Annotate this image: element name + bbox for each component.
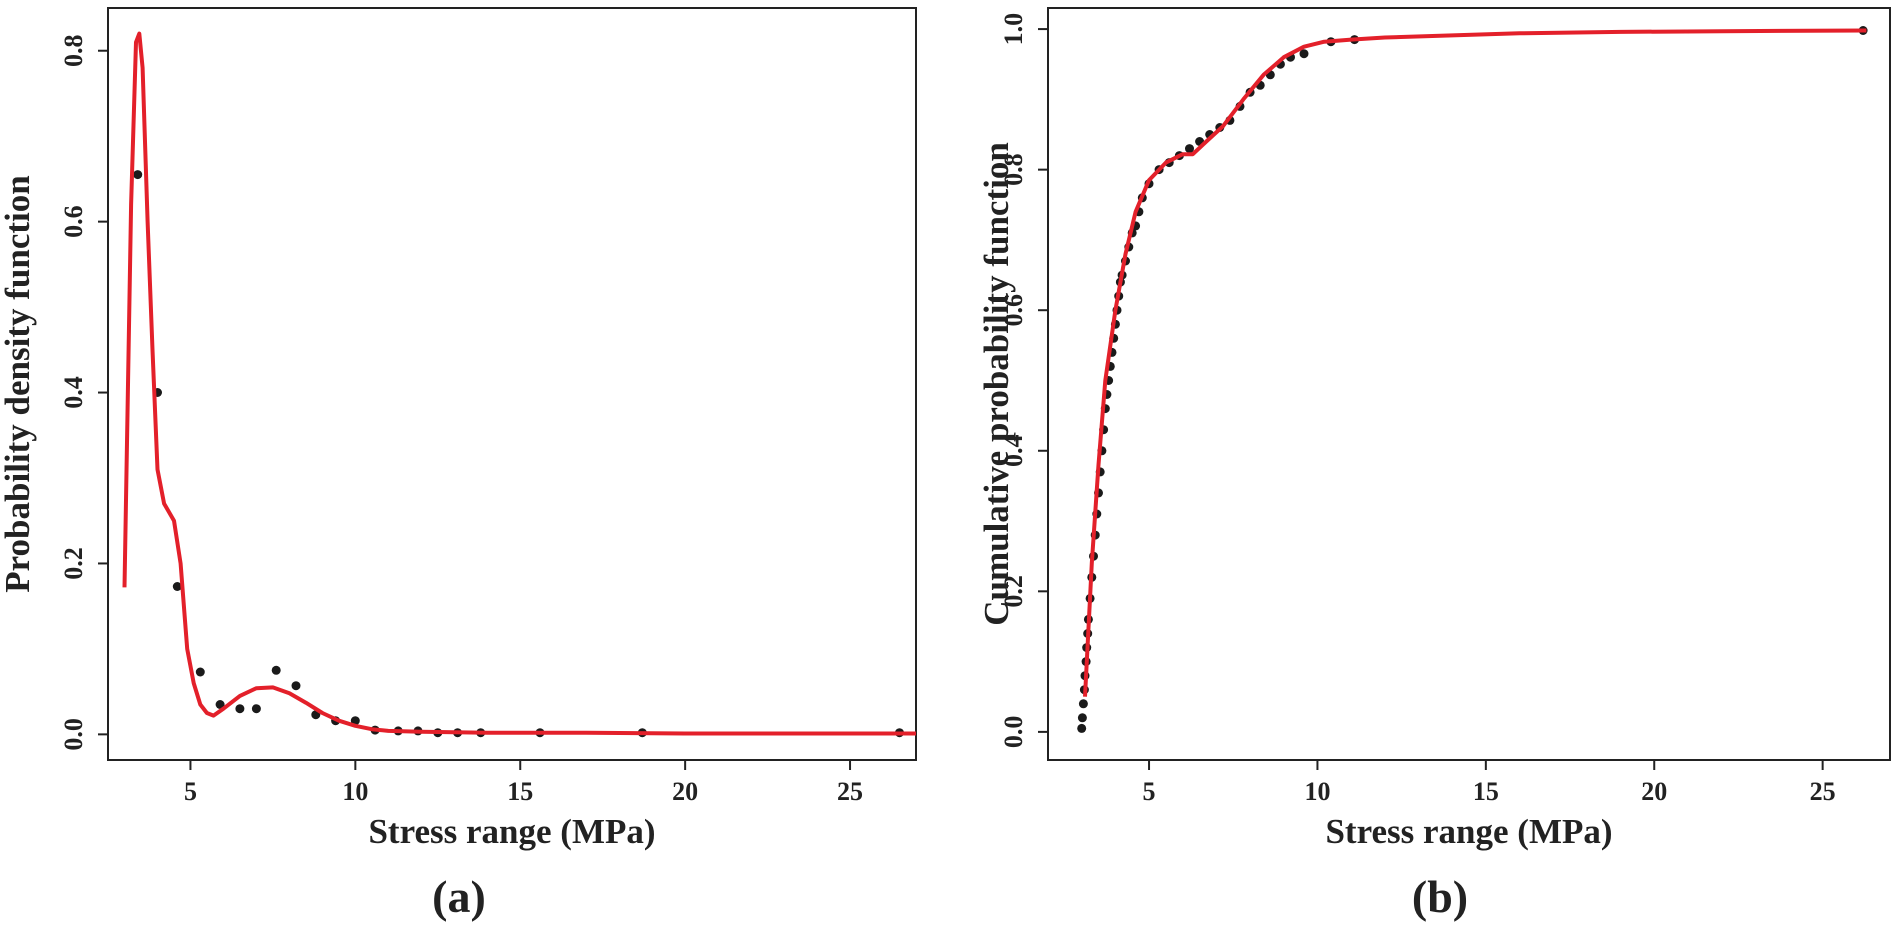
x-tick-label: 15 <box>507 777 533 806</box>
data-point <box>1299 49 1309 59</box>
panel-a-pdf-chart: 5 10 15 20 25 0.0 0.2 0.4 0.6 0.8 Stress range (… <box>0 7 917 922</box>
x-tick-label: 10 <box>1304 777 1330 806</box>
y-tick-label: 0.2 <box>999 575 1028 608</box>
data-point <box>1078 699 1088 709</box>
fitted-curve-line <box>1083 28 1867 697</box>
plot-frame-b <box>1047 7 1891 761</box>
panel-label-b: (b) <box>1412 871 1468 922</box>
data-point <box>350 716 360 726</box>
x-tick-label: 20 <box>672 777 698 806</box>
x-tick-label: 25 <box>837 777 863 806</box>
y-tick-label: 0.8 <box>999 153 1028 186</box>
y-tick-label: 0.0 <box>999 716 1028 749</box>
x-axis-b: 5 10 15 20 25 <box>1143 760 1836 806</box>
x-tick-label: 10 <box>342 777 368 806</box>
y-axis-label-a: Probability density function <box>0 175 37 592</box>
data-point <box>1185 144 1194 154</box>
y-axis-label-b: Cumulative probability function <box>977 142 1016 626</box>
data-point <box>195 667 205 677</box>
data-point <box>172 582 182 591</box>
x-tick-label: 25 <box>1810 777 1836 806</box>
data-point <box>1077 723 1087 733</box>
x-axis-label-b: Stress range (MPa) <box>1325 812 1612 851</box>
y-tick-label: 0.8 <box>59 34 88 67</box>
plot-area-b <box>1077 26 1868 733</box>
y-axis-b: 0.0 0.2 0.4 0.6 0.8 1.0 <box>999 13 1048 748</box>
plot-area-a <box>122 31 916 738</box>
y-axis-a: 0.0 0.2 0.4 0.6 0.8 <box>59 34 108 751</box>
data-point <box>215 700 225 709</box>
y-tick-label: 0.6 <box>59 205 88 238</box>
y-tick-label: 0.6 <box>999 294 1028 327</box>
data-point <box>251 704 261 714</box>
plot-frame-a <box>107 7 917 761</box>
x-axis-label-a: Stress range (MPa) <box>368 812 655 851</box>
y-tick-label: 0.4 <box>59 376 88 409</box>
data-point <box>291 681 301 691</box>
x-axis-a: 5 10 15 20 25 <box>184 760 863 806</box>
data-point <box>235 704 245 714</box>
data-point <box>133 170 143 180</box>
data-point <box>271 665 281 675</box>
panel-label-a: (a) <box>432 871 486 922</box>
y-tick-label: 0.2 <box>59 547 88 580</box>
x-tick-label: 20 <box>1641 777 1667 806</box>
y-tick-label: 1.0 <box>999 13 1028 46</box>
y-tick-label: 0.0 <box>59 718 88 751</box>
data-point <box>1077 713 1087 723</box>
x-tick-label: 5 <box>1143 777 1156 806</box>
panel-b-cdf-chart: 5 10 15 20 25 0.0 0.2 0.4 0.6 0.8 1.0 Stress rang… <box>977 7 1891 922</box>
x-tick-label: 5 <box>184 777 197 806</box>
x-tick-label: 15 <box>1473 777 1499 806</box>
y-tick-label: 0.4 <box>999 435 1028 468</box>
fitted-curve-line <box>122 31 916 736</box>
